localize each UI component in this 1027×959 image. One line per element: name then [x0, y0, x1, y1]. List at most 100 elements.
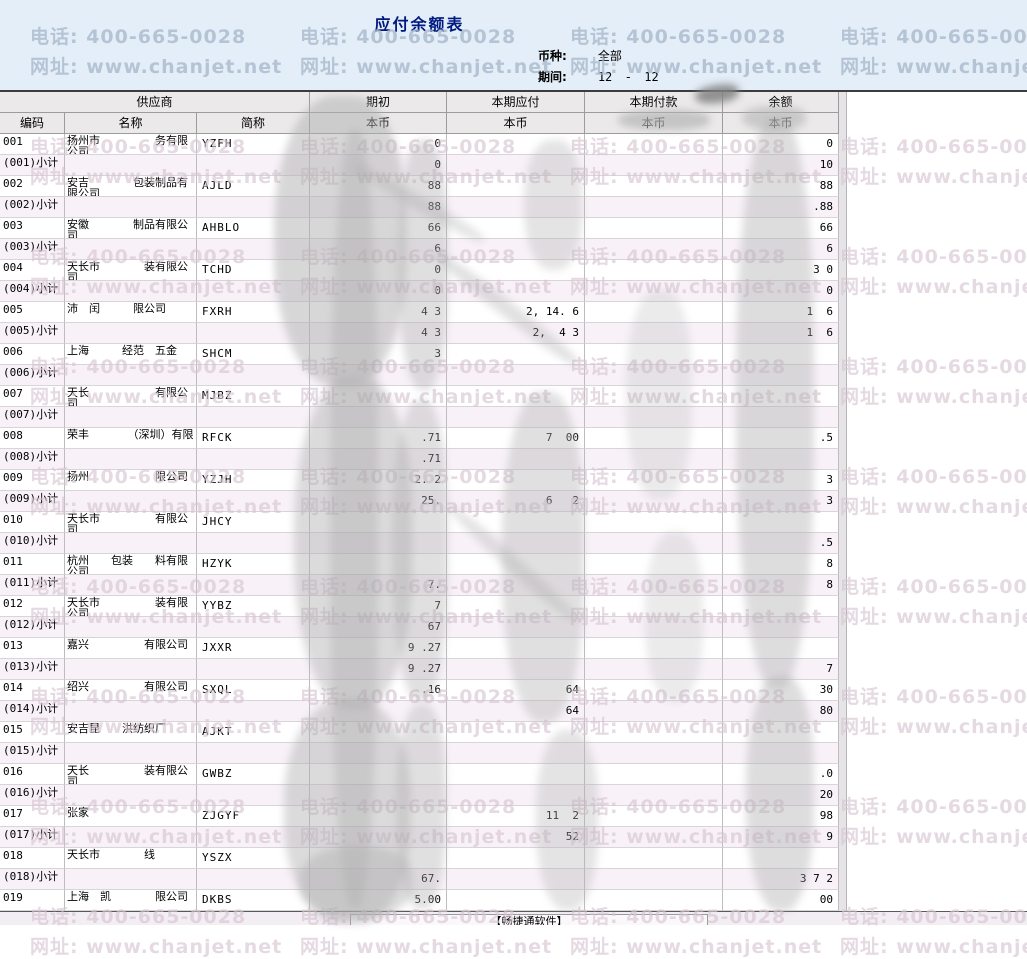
supplier-row[interactable]: 001 扬州市 务有限公司 YZFH 0 0 — [0, 134, 839, 155]
cell-payable: 2, 4 3 — [447, 323, 585, 344]
subtotal-row[interactable]: (017)小计 52 9 — [0, 827, 839, 848]
cell-opening: .16 — [310, 680, 447, 701]
supplier-row[interactable]: 012 天长市 装有限公司 YYBZ 7 — [0, 596, 839, 617]
subtotal-row[interactable]: (007)小计 — [0, 407, 839, 428]
payable-balance-table: 供应商 期初 本期应付 本期付款 余额 编码 名称 简称 本币 本币 本币 本币 001 扬州市 务有限公… — [0, 92, 839, 911]
cell-code: 013 — [0, 638, 65, 659]
cell-payment — [585, 533, 723, 554]
supplier-row[interactable]: 013 嘉兴 有限公司 JXXR 9 .27 — [0, 638, 839, 659]
cell-name: 上海 凯 限公司 — [65, 890, 197, 911]
supplier-row[interactable]: 015 安吉昆 洪纺织厂 AJKT — [0, 722, 839, 743]
cell-balance: .5 — [723, 428, 839, 449]
supplier-row[interactable]: 019 上海 凯 限公司 DKBS 5.00 00 — [0, 890, 839, 911]
supplier-row[interactable]: 018 天长市 线 YSZX — [0, 848, 839, 869]
cell-abbr — [197, 323, 310, 344]
cell-payment — [585, 176, 723, 197]
cell-payment — [585, 407, 723, 428]
watermark-phone: 电话: 400-665-0028 — [840, 796, 1027, 818]
subtotal-row[interactable]: (010)小计 .5 — [0, 533, 839, 554]
cell-payable — [447, 848, 585, 869]
cell-balance: 7 — [723, 659, 839, 680]
cell-code: 002 — [0, 176, 65, 197]
cell-payable — [447, 596, 585, 617]
subtotal-row[interactable]: (004)小计 0 0 — [0, 281, 839, 302]
supplier-row[interactable]: 010 天长市 有限公司 JHCY — [0, 512, 839, 533]
supplier-row[interactable]: 008 荣丰 （深圳）有限 RFCK .71 7 00 .5 — [0, 428, 839, 449]
header-balance-currency: 本币 — [723, 113, 839, 134]
cell-name: 杭州 包装 料有限公司 — [65, 554, 197, 575]
cell-abbr: JHCY — [197, 512, 310, 533]
vertical-scrollbar[interactable] — [839, 92, 847, 911]
subtotal-row[interactable]: (013)小计 9 .27 7 — [0, 659, 839, 680]
cell-balance — [723, 449, 839, 470]
period-from: 12 — [597, 70, 613, 84]
subtotal-row[interactable]: (014)小计 64 80 — [0, 701, 839, 722]
subtotal-row[interactable]: (003)小计 6 6 — [0, 239, 839, 260]
cell-payable: 64 — [447, 701, 585, 722]
watermark-phone: 电话: 400-665-0028 — [840, 576, 1027, 598]
watermark-website: 网址: www.chanjet.net — [840, 276, 1027, 298]
cell-name — [65, 575, 197, 596]
subtotal-row[interactable]: (008)小计 .71 — [0, 449, 839, 470]
cell-payable — [447, 533, 585, 554]
cell-abbr: GWBZ — [197, 764, 310, 785]
watermark-phone: 电话: 400-665-0028 — [840, 136, 1027, 158]
subtotal-row[interactable]: (012)小计 67 — [0, 617, 839, 638]
cell-balance — [723, 365, 839, 386]
supplier-row[interactable]: 011 杭州 包装 料有限公司 HZYK 8 — [0, 554, 839, 575]
cell-balance: 3 0 — [723, 260, 839, 281]
brand-label: 【畅捷通软件】 — [350, 914, 708, 925]
cell-code: (015)小计 — [0, 743, 65, 764]
supplier-row[interactable]: 003 安徽 制品有限公司 AHBLO 66 66 — [0, 218, 839, 239]
cell-name: 绍兴 有限公司 — [65, 680, 197, 701]
watermark-website: 网址: www.chanjet.net — [840, 166, 1027, 188]
supplier-row[interactable]: 016 天长 装有限公司 GWBZ .0 — [0, 764, 839, 785]
cell-balance — [723, 512, 839, 533]
subtotal-row[interactable]: (002)小计 88 .88 — [0, 197, 839, 218]
cell-balance: 88 — [723, 176, 839, 197]
cell-payment — [585, 449, 723, 470]
cell-name: 扬州市 务有限公司 — [65, 134, 197, 155]
cell-payment — [585, 491, 723, 512]
cell-opening — [310, 554, 447, 575]
subtotal-row[interactable]: (009)小计 25. 6 2 3 — [0, 491, 839, 512]
watermark-phone: 电话: 400-665-0028 — [840, 356, 1027, 378]
cell-opening: 67. — [310, 869, 447, 890]
supplier-row[interactable]: 017 张家 ZJGYF 11 2 98 — [0, 806, 839, 827]
subtotal-row[interactable]: (005)小计 4 3 2, 4 3 1 6 — [0, 323, 839, 344]
cell-code: (002)小计 — [0, 197, 65, 218]
cell-opening: 0 — [310, 134, 447, 155]
supplier-row[interactable]: 009 扬州 限公司 YZJH 2. 2 3 — [0, 470, 839, 491]
cell-opening: 25. — [310, 491, 447, 512]
subtotal-row[interactable]: (015)小计 — [0, 743, 839, 764]
supplier-row[interactable]: 005 沛 闰 限公司 FXRH 4 3 2, 14. 6 1 6 — [0, 302, 839, 323]
cell-payment — [585, 302, 723, 323]
cell-opening — [310, 701, 447, 722]
subtotal-row[interactable]: (016)小计 20 — [0, 785, 839, 806]
supplier-row[interactable]: 006 上海 经范 五金 SHCM 3 — [0, 344, 839, 365]
subtotal-row[interactable]: (001)小计 0 10 — [0, 155, 839, 176]
cell-code: 010 — [0, 512, 65, 533]
cell-balance — [723, 743, 839, 764]
cell-abbr: YYBZ — [197, 596, 310, 617]
cell-name — [65, 239, 197, 260]
supplier-row[interactable]: 002 安吉 包装制品有限公司 AJLD 88 88 — [0, 176, 839, 197]
cell-opening — [310, 407, 447, 428]
cell-payable — [447, 386, 585, 407]
cell-payable — [447, 344, 585, 365]
subtotal-row[interactable]: (006)小计 — [0, 365, 839, 386]
supplier-row[interactable]: 004 天长市 装有限公司 TCHD 0 3 0 — [0, 260, 839, 281]
cell-payable — [447, 512, 585, 533]
supplier-row[interactable]: 014 绍兴 有限公司 SXQL .16 64 30 — [0, 680, 839, 701]
cell-payment — [585, 323, 723, 344]
cell-code: (011)小计 — [0, 575, 65, 596]
watermark-website: 网址: www.chanjet.net — [30, 936, 283, 958]
cell-balance: .5 — [723, 533, 839, 554]
currency-filter: 币种: 全部 — [538, 47, 622, 64]
cell-code: (007)小计 — [0, 407, 65, 428]
subtotal-row[interactable]: (018)小计 67. 3 7 2 — [0, 869, 839, 890]
cell-balance: 1 6 — [723, 323, 839, 344]
supplier-row[interactable]: 007 天长 有限公司 MJBZ — [0, 386, 839, 407]
subtotal-row[interactable]: (011)小计 7. 8 — [0, 575, 839, 596]
cell-payable — [447, 134, 585, 155]
